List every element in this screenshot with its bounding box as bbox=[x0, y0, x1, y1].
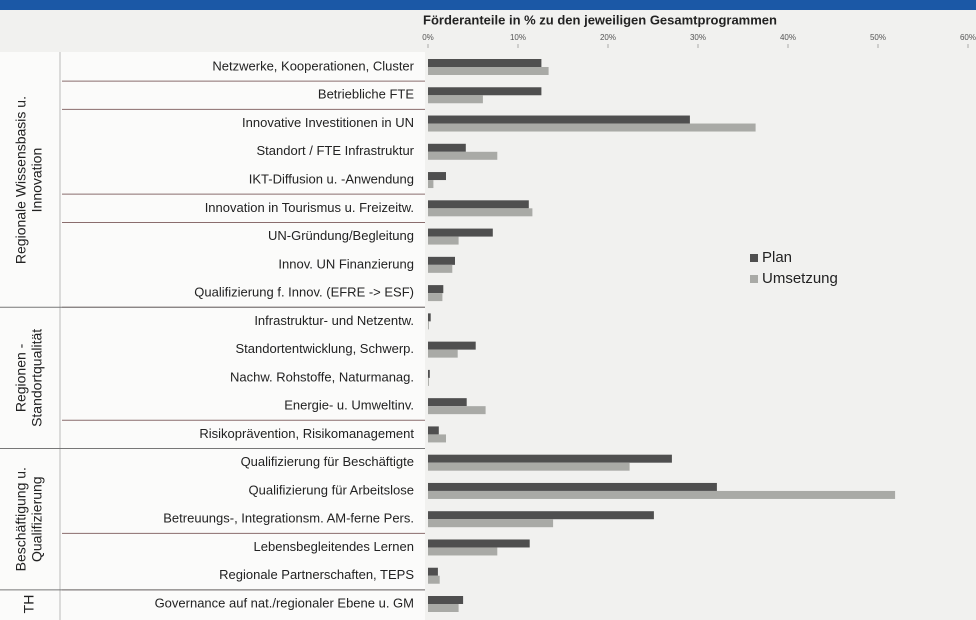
y-tick-label: Energie- u. Umweltinv. bbox=[284, 398, 414, 413]
bar bbox=[428, 180, 434, 189]
y-tick-label: Betriebliche FTE bbox=[318, 87, 414, 102]
x-tick-label: 20% bbox=[600, 33, 616, 42]
bar bbox=[428, 482, 717, 491]
y-tick-label: Betreuungs-, Integrationsm. AM-ferne Per… bbox=[163, 511, 414, 526]
group-label: Regionale Wissensbasis u. bbox=[13, 96, 29, 264]
bar bbox=[428, 377, 429, 386]
y-tick-label: UN-Gründung/Begleitung bbox=[268, 228, 414, 243]
bar bbox=[428, 264, 453, 273]
bar bbox=[428, 87, 542, 96]
bar bbox=[428, 462, 630, 471]
bar bbox=[428, 313, 431, 322]
bar bbox=[428, 454, 672, 463]
bar bbox=[428, 236, 459, 245]
bar bbox=[428, 369, 430, 378]
y-tick-label: Infrastruktur- und Netzentw. bbox=[254, 313, 414, 328]
group-label: Innovation bbox=[29, 148, 45, 213]
x-tick-label: 40% bbox=[780, 33, 796, 42]
y-tick-label: Standort / FTE Infrastruktur bbox=[257, 143, 415, 158]
group-label: Beschäftigung u. bbox=[13, 467, 29, 571]
bar bbox=[428, 575, 440, 584]
x-tick-label: 10% bbox=[510, 33, 526, 42]
bar bbox=[428, 115, 690, 124]
group-label: Regionen - bbox=[13, 343, 29, 412]
bar bbox=[428, 151, 498, 160]
y-tick-label: Qualifizierung für Beschäftigte bbox=[241, 454, 414, 469]
legend-swatch bbox=[750, 254, 758, 262]
bar bbox=[428, 172, 446, 181]
bar bbox=[428, 228, 493, 237]
bar bbox=[428, 406, 486, 415]
bar bbox=[428, 67, 549, 75]
legend-swatch bbox=[750, 275, 758, 283]
bar bbox=[428, 567, 438, 576]
bar bbox=[428, 398, 467, 407]
y-tick-label: Innovation in Tourismus u. Freizeitw. bbox=[205, 200, 414, 215]
bar bbox=[428, 95, 483, 104]
y-tick-label: Governance auf nat./regionaler Ebene u. … bbox=[155, 595, 414, 610]
bar bbox=[428, 341, 476, 350]
bar bbox=[428, 511, 654, 520]
y-tick-label: Standortentwicklung, Schwerp. bbox=[236, 341, 414, 356]
group-label: TH bbox=[21, 595, 37, 614]
bar bbox=[428, 426, 439, 435]
y-tick-label: Innovative Investitionen in UN bbox=[242, 115, 414, 130]
bar bbox=[428, 321, 429, 330]
bar bbox=[428, 519, 554, 528]
bar bbox=[428, 539, 530, 548]
bar bbox=[428, 208, 533, 217]
legend-label: Plan bbox=[762, 249, 792, 266]
bar bbox=[428, 349, 458, 358]
bar bbox=[428, 59, 542, 67]
y-tick-label: Lebensbegleitendes Lernen bbox=[254, 539, 414, 554]
chart-title: Förderanteile in % zu den jeweiligen Ges… bbox=[423, 12, 777, 27]
bar bbox=[428, 547, 498, 556]
bar bbox=[428, 143, 466, 152]
bar bbox=[428, 293, 443, 302]
bar bbox=[428, 256, 455, 265]
y-tick-label: Risikoprävention, Risikomanagement bbox=[199, 426, 414, 441]
bar bbox=[428, 123, 756, 132]
y-tick-label: Regionale Partnerschaften, TEPS bbox=[219, 567, 414, 582]
y-tick-label: Nachw. Rohstoffe, Naturmanag. bbox=[230, 369, 414, 384]
group-label: Qualifizierung bbox=[29, 476, 45, 562]
y-tick-label: IKT-Diffusion u. -Anwendung bbox=[249, 171, 414, 186]
bar bbox=[428, 434, 446, 443]
x-tick-label: 50% bbox=[870, 33, 886, 42]
label-panel bbox=[0, 52, 425, 620]
bar bbox=[428, 596, 464, 604]
x-tick-label: 60% bbox=[960, 33, 976, 42]
y-tick-label: Qualifizierung f. Innov. (EFRE -> ESF) bbox=[194, 285, 414, 300]
bar bbox=[428, 604, 459, 612]
bar bbox=[428, 490, 896, 499]
y-tick-label: Innov. UN Finanzierung bbox=[278, 256, 414, 271]
bar bbox=[428, 285, 444, 294]
legend-label: Umsetzung bbox=[762, 270, 838, 287]
x-tick-label: 0% bbox=[422, 33, 434, 42]
y-tick-label: Qualifizierung für Arbeitslose bbox=[249, 482, 414, 497]
top-band bbox=[0, 0, 976, 10]
group-label: Standortqualität bbox=[29, 329, 45, 427]
x-tick-label: 30% bbox=[690, 33, 706, 42]
bar bbox=[428, 200, 529, 209]
y-tick-label: Netzwerke, Kooperationen, Cluster bbox=[212, 58, 414, 73]
